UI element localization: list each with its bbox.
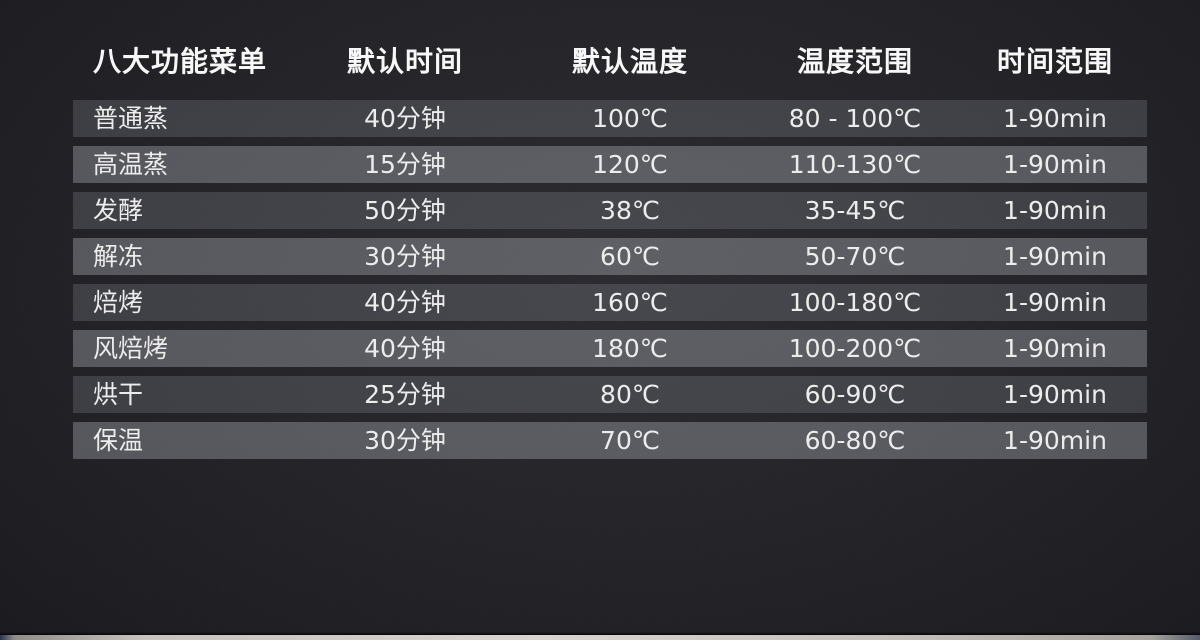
bottom-edge-strip: [0, 635, 1200, 640]
cell-function: 风焙烤: [93, 334, 169, 363]
cell-time-range: 1-90min: [1003, 380, 1107, 409]
cell-default-temperature: 60℃: [600, 242, 660, 271]
cell-temperature-range: 60-90℃: [804, 380, 906, 409]
cell-time-range: 1-90min: [1003, 196, 1107, 225]
cell-time-range: 1-90min: [1003, 426, 1107, 455]
header-default-temperature: 默认温度: [571, 45, 688, 78]
cell-function: 高温蒸: [93, 150, 169, 179]
cell-function: 烘干: [93, 380, 144, 409]
cell-default-time: 25分钟: [364, 380, 446, 409]
cell-time-range: 1-90min: [1003, 150, 1107, 179]
cell-default-time: 40分钟: [364, 104, 446, 133]
cell-default-temperature: 160℃: [592, 288, 668, 317]
cell-temperature-range: 100-180℃: [788, 288, 922, 317]
cell-function: 焙烤: [93, 288, 144, 317]
table-row: 解冻 30分钟 60℃ 50-70℃ 1-90min: [73, 238, 1147, 275]
cell-temperature-range: 100-200℃: [788, 334, 922, 363]
cell-time-range: 1-90min: [1003, 334, 1107, 363]
cell-default-time: 40分钟: [364, 334, 446, 363]
cell-default-time: 50分钟: [364, 196, 446, 225]
cell-temperature-range: 80 - 100℃: [788, 104, 922, 133]
cell-default-temperature: 80℃: [600, 380, 660, 409]
cell-time-range: 1-90min: [1003, 288, 1107, 317]
table-row: 烘干 25分钟 80℃ 60-90℃ 1-90min: [73, 376, 1147, 413]
table-row: 焙烤 40分钟 160℃ 100-180℃ 1-90min: [73, 284, 1147, 321]
cell-default-time: 15分钟: [364, 150, 446, 179]
cell-default-time: 30分钟: [364, 242, 446, 271]
table-header-row: 八大功能菜单 默认时间 默认温度 温度范围 时间范围: [73, 40, 1147, 84]
cell-time-range: 1-90min: [1003, 104, 1107, 133]
cell-function: 发酵: [93, 196, 144, 225]
table-row: 保温 30分钟 70℃ 60-80℃ 1-90min: [73, 422, 1147, 459]
cell-temperature-range: 50-70℃: [804, 242, 906, 271]
cell-function: 解冻: [93, 242, 144, 271]
cell-temperature-range: 110-130℃: [788, 150, 922, 179]
cell-default-temperature: 100℃: [592, 104, 668, 133]
cell-default-temperature: 120℃: [592, 150, 668, 179]
table-row: 发酵 50分钟 38℃ 35-45℃ 1-90min: [73, 192, 1147, 229]
cell-function: 普通蒸: [93, 104, 169, 133]
table-row: 高温蒸 15分钟 120℃ 110-130℃ 1-90min: [73, 146, 1147, 183]
cell-temperature-range: 35-45℃: [804, 196, 906, 225]
cell-default-temperature: 180℃: [592, 334, 668, 363]
bottom-edge-shadow: [0, 632, 1200, 635]
cell-default-time: 30分钟: [364, 426, 446, 455]
cell-default-temperature: 38℃: [600, 196, 660, 225]
table-row: 普通蒸 40分钟 100℃ 80 - 100℃ 1-90min: [73, 100, 1147, 137]
header-time-range: 时间范围: [996, 45, 1113, 78]
cell-default-time: 40分钟: [364, 288, 446, 317]
header-temperature-range: 温度范围: [796, 45, 913, 78]
table-row: 风焙烤 40分钟 180℃ 100-200℃ 1-90min: [73, 330, 1147, 367]
header-function-menu: 八大功能菜单: [93, 45, 268, 78]
cell-time-range: 1-90min: [1003, 242, 1107, 271]
cell-function: 保温: [93, 426, 144, 455]
cell-temperature-range: 60-80℃: [804, 426, 906, 455]
header-default-time: 默认时间: [346, 45, 463, 78]
function-table: 普通蒸 40分钟 100℃ 80 - 100℃ 1-90min 高温蒸 15分钟…: [73, 100, 1147, 468]
cell-default-temperature: 70℃: [600, 426, 660, 455]
